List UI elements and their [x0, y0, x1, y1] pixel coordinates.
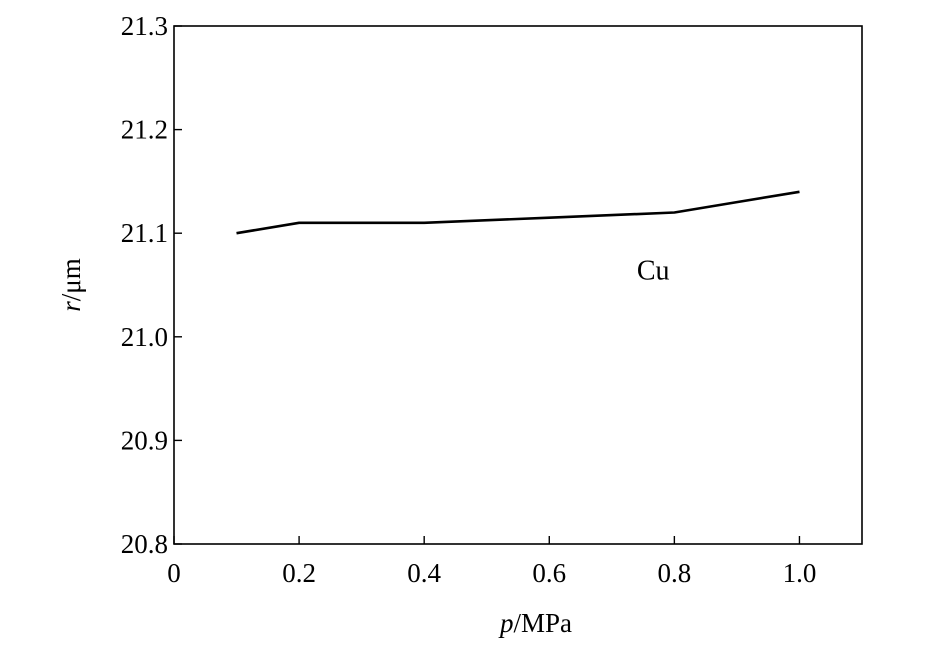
x-tick-label: 1.0	[783, 558, 817, 588]
x-axis-label: p/MPa	[498, 608, 572, 638]
y-tick-label: 21.3	[121, 11, 168, 41]
y-tick-label: 21.1	[121, 218, 168, 248]
y-tick-label: 20.8	[121, 529, 168, 559]
y-tick-label: 21.2	[121, 115, 168, 145]
x-tick-label: 0.8	[657, 558, 691, 588]
x-axis-unit: /MPa	[513, 608, 572, 638]
plot-frame	[173, 25, 863, 545]
x-axis-variable: p	[498, 608, 514, 638]
x-tick-label: 0.4	[407, 558, 441, 588]
ticks-layer	[173, 25, 801, 545]
y-axis-variable: r	[56, 301, 86, 312]
series-line	[236, 190, 800, 235]
x-tick-label: 0.6	[532, 558, 566, 588]
y-tick-label: 21.0	[121, 322, 168, 352]
x-tick-label: 0.2	[282, 558, 316, 588]
y-axis-label: r/μm	[56, 258, 86, 312]
series-layer	[236, 190, 800, 235]
annotation-cu: Cu	[637, 255, 670, 286]
x-tick-label: 0	[167, 558, 181, 588]
y-tick-label: 20.9	[121, 425, 168, 455]
tick-labels-layer: 0 0.2 0.4 0.6 0.8 1.0 20.8 20.9 21.0 21.1 21.2 21.3	[121, 11, 817, 588]
y-axis-unit: /μm	[56, 258, 86, 301]
